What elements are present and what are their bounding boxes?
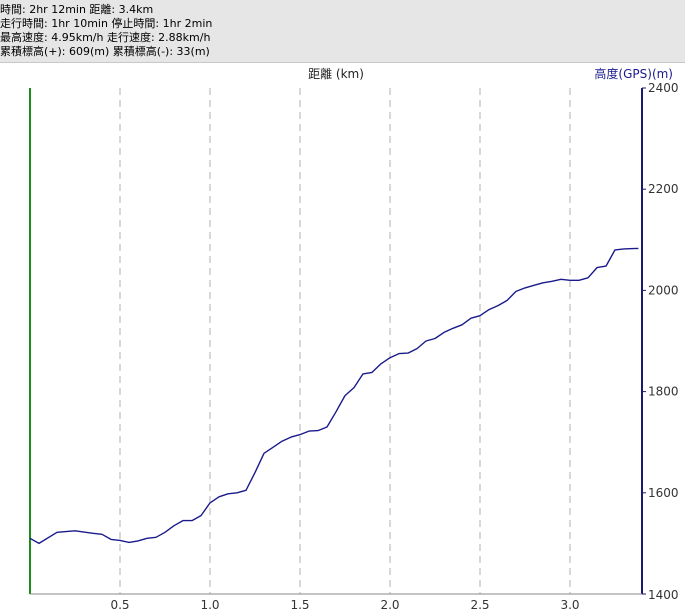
stats-speed: 最高速度: 4.95km/h 走行速度: 2.88km/h — [0, 31, 211, 44]
x-tick-label: 0.5 — [110, 598, 129, 612]
stats-panel: 時間: 2hr 12min 距離: 3.4km 走行時間: 1hr 10min … — [0, 0, 685, 63]
stats-elevation-gain: 累積標高(+): 609(m) 累積標高(-): 33(m) — [0, 45, 210, 58]
stats-moving-stopped: 走行時間: 1hr 10min 停止時間: 1hr 2min — [0, 17, 213, 30]
y-axis-label: 高度(GPS)(m) — [594, 66, 673, 81]
x-tick-label: 1.0 — [200, 598, 219, 612]
y-tick-label: 1400 — [648, 588, 679, 602]
stats-time-distance: 時間: 2hr 12min 距離: 3.4km — [0, 3, 154, 16]
x-axis-label: 距離 (km) — [308, 67, 364, 81]
x-tick-label: 2.5 — [470, 598, 489, 612]
y-tick-label: 1600 — [648, 486, 679, 500]
y-tick-label: 2400 — [648, 81, 679, 95]
elevation-line — [29, 247, 639, 545]
y-tick-label: 2200 — [648, 182, 679, 196]
x-tick-label: 2.0 — [380, 598, 399, 612]
x-tick-label: 1.5 — [290, 598, 309, 612]
y-tick-label: 1800 — [648, 385, 679, 399]
x-tick-label: 3.0 — [560, 598, 579, 612]
elevation-chart: 0.5 1.0 1.5 2.0 2.5 3.0 1600 1800 2000 2200 2400 14… — [29, 66, 679, 612]
y-tick-label: 2000 — [648, 283, 679, 297]
